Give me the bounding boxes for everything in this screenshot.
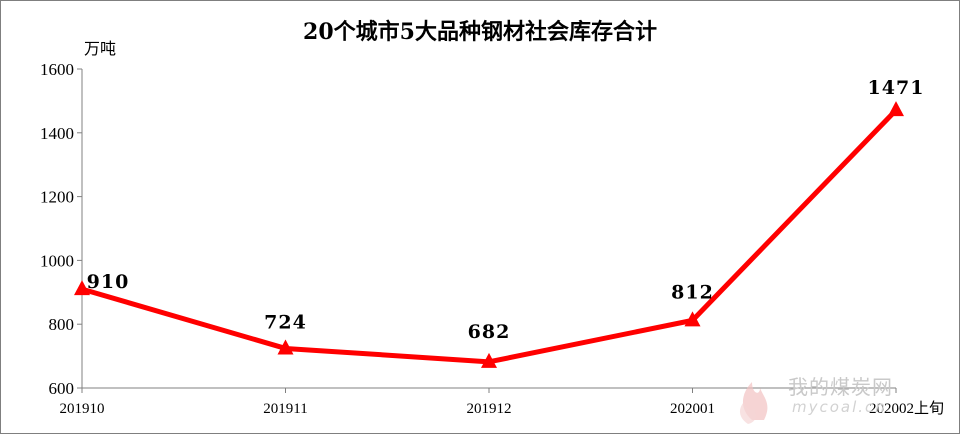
data-label: 812: [671, 281, 714, 303]
flame-icon: [740, 382, 768, 424]
data-point-marker: [74, 280, 90, 296]
chart-title: 20个城市5大品种钢材社会库存合计: [303, 19, 657, 45]
data-point-marker: [277, 339, 294, 355]
x-tick-label: 201912: [467, 401, 512, 417]
x-tick-label: 201911: [263, 401, 307, 417]
data-label: 910: [87, 271, 130, 293]
data-labels: 910 724 682 812 1471: [87, 77, 925, 343]
data-point-marker: [481, 352, 497, 368]
series-markers: [74, 101, 904, 368]
y-tick-label: 600: [49, 379, 75, 398]
watermark-url: mycoal.cn: [792, 398, 887, 416]
y-tick-labels: 600 800 1000 1200 1400 1600: [40, 60, 74, 398]
x-tick-label: 202001: [670, 401, 715, 417]
x-tick-label: 202002上旬: [869, 400, 944, 417]
y-tick-label: 1000: [40, 251, 74, 270]
data-label: 1471: [868, 77, 925, 99]
x-tick-label: 201910: [60, 401, 105, 417]
y-tick-label: 1600: [40, 60, 74, 79]
data-label: 682: [468, 321, 511, 343]
x-tick-labels: 201910 201911 201912 202001 202002上旬: [60, 400, 945, 417]
y-axis-unit: 万吨: [84, 39, 117, 58]
data-point-marker: [684, 311, 701, 327]
watermark-text: 我的煤炭网: [788, 375, 893, 399]
data-label: 724: [264, 311, 307, 333]
watermark-logo: [730, 358, 950, 428]
y-tick-label: 1200: [40, 188, 74, 207]
axes: [77, 68, 897, 393]
y-tick-label: 800: [49, 315, 75, 334]
y-tick-label: 1400: [40, 124, 74, 143]
data-point-marker: [888, 101, 904, 117]
